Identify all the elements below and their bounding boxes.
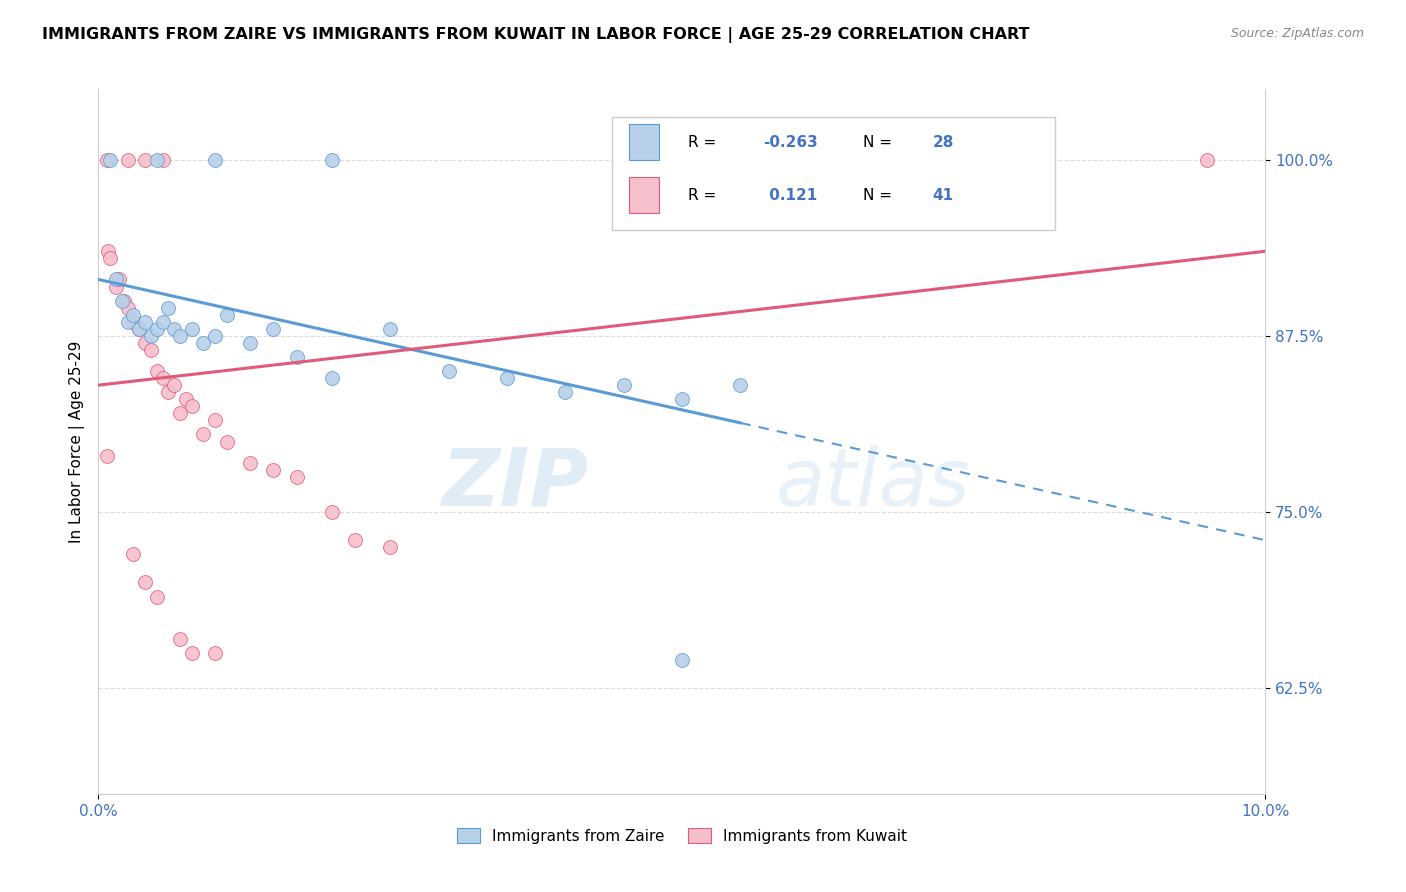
Point: [437, 364, 460, 378]
Point: [146, 364, 169, 378]
Y-axis label: In Labor Force | Age 25-29: In Labor Force | Age 25-29: [69, 341, 84, 542]
Text: ZIP: ZIP: [441, 445, 589, 523]
Point: [98, 252, 121, 266]
Point: [730, 378, 752, 392]
Text: R =: R =: [688, 135, 721, 150]
Point: [122, 308, 145, 322]
Point: [139, 328, 162, 343]
Point: [108, 272, 131, 286]
Point: [344, 533, 367, 548]
Point: [146, 590, 169, 604]
Point: [104, 279, 127, 293]
Point: [134, 153, 156, 167]
Point: [321, 371, 343, 385]
Point: [134, 335, 156, 350]
Point: [215, 434, 238, 449]
Point: [193, 427, 215, 442]
Point: [152, 315, 174, 329]
Text: IMMIGRANTS FROM ZAIRE VS IMMIGRANTS FROM KUWAIT IN LABOR FORCE | AGE 25-29 CORRE: IMMIGRANTS FROM ZAIRE VS IMMIGRANTS FROM…: [42, 27, 1029, 43]
Text: atlas: atlas: [775, 445, 970, 523]
Point: [97, 244, 120, 259]
FancyBboxPatch shape: [630, 178, 658, 213]
Point: [263, 815, 285, 830]
Text: 41: 41: [932, 187, 953, 202]
Point: [204, 328, 226, 343]
Point: [96, 153, 118, 167]
Point: [157, 385, 180, 400]
Point: [671, 653, 693, 667]
Point: [239, 456, 262, 470]
Point: [321, 505, 343, 519]
Point: [204, 413, 226, 427]
Point: [122, 547, 145, 561]
Point: [169, 406, 191, 420]
Point: [163, 322, 186, 336]
Point: [128, 322, 150, 336]
Point: [193, 335, 215, 350]
Point: [263, 322, 285, 336]
Point: [163, 378, 186, 392]
Point: [134, 575, 156, 590]
Point: [117, 153, 139, 167]
Point: [117, 301, 139, 315]
Point: [157, 301, 180, 315]
Point: [139, 343, 162, 357]
Point: [152, 371, 174, 385]
FancyBboxPatch shape: [612, 118, 1056, 230]
Point: [174, 392, 197, 407]
Point: [180, 322, 202, 336]
Point: [96, 449, 118, 463]
Point: [496, 371, 519, 385]
Text: R =: R =: [688, 187, 721, 202]
Point: [285, 469, 308, 483]
Point: [152, 153, 174, 167]
Point: [180, 646, 202, 660]
Text: Source: ZipAtlas.com: Source: ZipAtlas.com: [1230, 27, 1364, 40]
Point: [98, 153, 121, 167]
Point: [122, 315, 145, 329]
Point: [169, 328, 191, 343]
Point: [671, 392, 693, 407]
Point: [146, 153, 169, 167]
Text: 28: 28: [932, 135, 955, 150]
Point: [228, 808, 250, 822]
Point: [128, 322, 150, 336]
Point: [111, 293, 134, 308]
Point: [117, 315, 139, 329]
Point: [239, 335, 262, 350]
Point: [146, 322, 169, 336]
Point: [380, 540, 402, 554]
Point: [169, 632, 191, 646]
Point: [1197, 153, 1219, 167]
Point: [215, 308, 238, 322]
Point: [204, 153, 226, 167]
Text: -0.263: -0.263: [763, 135, 818, 150]
Point: [321, 153, 343, 167]
Text: N =: N =: [863, 187, 897, 202]
FancyBboxPatch shape: [630, 124, 658, 161]
Point: [134, 315, 156, 329]
Text: 0.121: 0.121: [763, 187, 817, 202]
Point: [613, 378, 636, 392]
Point: [180, 399, 202, 413]
Point: [204, 646, 226, 660]
Point: [554, 385, 576, 400]
Point: [285, 350, 308, 364]
Point: [104, 272, 127, 286]
Legend: Immigrants from Zaire, Immigrants from Kuwait: Immigrants from Zaire, Immigrants from K…: [451, 822, 912, 850]
Text: N =: N =: [863, 135, 897, 150]
Point: [380, 322, 402, 336]
Point: [112, 293, 135, 308]
Point: [263, 463, 285, 477]
